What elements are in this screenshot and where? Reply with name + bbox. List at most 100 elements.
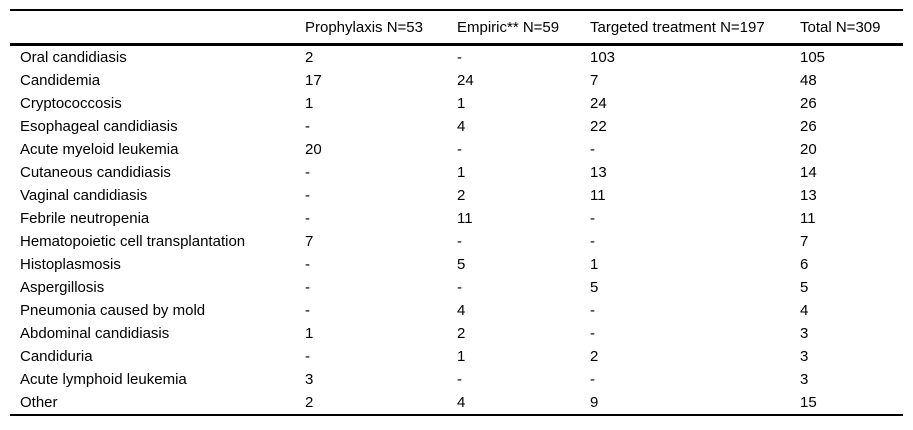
row-label: Aspergillosis <box>20 279 105 296</box>
row-label: Esophageal candidiasis <box>20 118 178 135</box>
row-value: 1 <box>457 95 466 112</box>
row-value: 11 <box>457 210 473 227</box>
row-value: - <box>590 302 595 319</box>
row-value: - <box>457 279 462 296</box>
header-cell-indication <box>10 10 305 46</box>
row-value: 3 <box>800 325 809 342</box>
row-value: 15 <box>800 394 817 411</box>
row-value: - <box>305 256 310 273</box>
row-value: 13 <box>590 164 607 181</box>
row-value: 1 <box>457 164 466 181</box>
indications-table-container: Prophylaxis N=53 Empiric** N=59 Targeted… <box>10 9 903 416</box>
row-label: Febrile neutropenia <box>20 210 150 227</box>
row-value: 3 <box>305 371 314 388</box>
table-row: Cryptococcosis 1 1 24 26 <box>10 92 903 115</box>
row-value: 2 <box>457 187 466 204</box>
row-value: - <box>590 210 595 227</box>
row-label: Candiduria <box>20 348 93 365</box>
row-value: 7 <box>800 233 809 250</box>
row-value: - <box>590 141 595 158</box>
row-value: - <box>305 164 310 181</box>
row-value: - <box>305 348 310 365</box>
row-value: 14 <box>800 164 817 181</box>
row-label: Pneumonia caused by mold <box>20 302 206 319</box>
row-value: 17 <box>305 72 322 89</box>
row-value: 5 <box>457 256 466 273</box>
row-value: 20 <box>800 141 817 158</box>
row-value: 11 <box>800 210 816 227</box>
table-row: Histoplasmosis - 5 1 6 <box>10 253 903 276</box>
header-cell-targeted: Targeted treatment N=197 <box>590 10 800 46</box>
table-row: Aspergillosis - - 5 5 <box>10 276 903 299</box>
row-value: 2 <box>590 348 599 365</box>
row-label: Abdominal candidiasis <box>20 325 170 342</box>
row-value: - <box>305 187 310 204</box>
row-value: 3 <box>800 348 809 365</box>
row-label: Acute myeloid leukemia <box>20 141 179 158</box>
row-value: - <box>457 233 462 250</box>
row-value: 7 <box>590 72 599 89</box>
header-cell-prophylaxis: Prophylaxis N=53 <box>305 10 457 46</box>
row-value: 2 <box>305 49 314 66</box>
row-value: 4 <box>457 302 466 319</box>
row-value: 5 <box>590 279 599 296</box>
row-value: 4 <box>457 394 466 411</box>
row-value: 11 <box>590 187 606 204</box>
table-row: Cutaneous candidiasis - 1 13 14 <box>10 161 903 184</box>
row-value: 26 <box>800 95 817 112</box>
row-label: Histoplasmosis <box>20 256 121 273</box>
row-value: 103 <box>590 49 616 66</box>
table-row: Other 2 4 9 15 <box>10 391 903 415</box>
table-row: Candidemia 17 24 7 48 <box>10 69 903 92</box>
table-row: Abdominal candidiasis 1 2 - 3 <box>10 322 903 345</box>
row-value: 9 <box>590 394 599 411</box>
table-row: Acute myeloid leukemia 20 - - 20 <box>10 138 903 161</box>
row-value: 6 <box>800 256 809 273</box>
row-value: 105 <box>800 49 826 66</box>
row-value: - <box>305 210 310 227</box>
row-value: 2 <box>305 394 314 411</box>
row-value: 20 <box>305 141 322 158</box>
row-value: 4 <box>457 118 466 135</box>
row-label: Vaginal candidiasis <box>20 187 148 204</box>
row-value: 48 <box>800 72 817 89</box>
table-header: Prophylaxis N=53 Empiric** N=59 Targeted… <box>10 10 903 46</box>
row-value: 13 <box>800 187 817 204</box>
row-value: 24 <box>457 72 474 89</box>
row-value: - <box>590 233 595 250</box>
table-body: Oral candidiasis 2-103 105 Candidemia 17 24 7 4… <box>10 45 903 416</box>
row-label: Other <box>20 394 58 411</box>
header-row: Prophylaxis N=53 Empiric** N=59 Targeted… <box>10 10 903 46</box>
row-value: 4 <box>800 302 809 319</box>
indications-by-treatment-table: Prophylaxis N=53 Empiric** N=59 Targeted… <box>10 9 903 416</box>
row-value: - <box>305 118 310 135</box>
row-value: 3 <box>800 371 809 388</box>
row-value: 1 <box>305 325 314 342</box>
row-value: 26 <box>800 118 817 135</box>
table-row: Vaginal candidiasis - 2 11 13 <box>10 184 903 207</box>
row-value: 1 <box>590 256 599 273</box>
row-value: 24 <box>590 95 607 112</box>
table-row: Acute lymphoid leukemia 3 - - 3 <box>10 368 903 391</box>
row-value: 5 <box>800 279 809 296</box>
row-value: 2 <box>457 325 466 342</box>
header-cell-empiric: Empiric** N=59 <box>457 10 590 46</box>
table-row: Pneumonia caused by mold - 4 - 4 <box>10 299 903 322</box>
table-row: Oral candidiasis 2 - 103 105 <box>10 45 903 70</box>
table-row: Candiduria - 1 2 3 <box>10 345 903 368</box>
row-value: - <box>457 371 462 388</box>
row-label: Acute lymphoid leukemia <box>20 371 187 388</box>
row-value: - <box>305 279 310 296</box>
row-label: Candidemia <box>20 72 101 89</box>
table-row: Hematopoietic cell transplantation 7 - - 7 <box>10 230 903 253</box>
row-value: - <box>457 49 462 66</box>
row-value: - <box>590 371 595 388</box>
row-value: 1 <box>305 95 314 112</box>
row-value: 7 <box>305 233 314 250</box>
row-label: Cryptococcosis <box>20 95 122 112</box>
header-cell-total: Total N=309 <box>800 10 903 46</box>
row-label: Hematopoietic cell transplantation <box>20 233 246 250</box>
row-value: 22 <box>590 118 607 135</box>
row-value: 1 <box>457 348 466 365</box>
row-label: Cutaneous candidiasis <box>20 164 171 181</box>
